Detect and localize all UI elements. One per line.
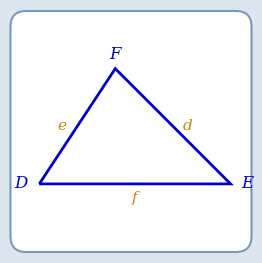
Text: F: F <box>110 46 121 63</box>
Text: f: f <box>132 191 138 205</box>
FancyBboxPatch shape <box>10 11 252 252</box>
Text: D: D <box>14 175 28 193</box>
Text: d: d <box>182 119 192 133</box>
Text: E: E <box>242 175 254 193</box>
Text: e: e <box>57 119 66 133</box>
